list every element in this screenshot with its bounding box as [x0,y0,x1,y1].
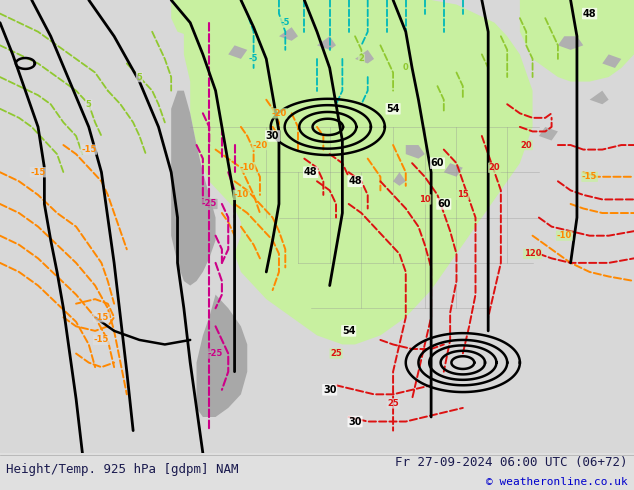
Polygon shape [197,294,247,417]
Text: -25: -25 [202,199,217,208]
Text: Fr 27-09-2024 06:00 UTC (06+72): Fr 27-09-2024 06:00 UTC (06+72) [395,456,628,469]
Polygon shape [355,50,374,64]
Text: 20: 20 [489,163,500,172]
Polygon shape [590,91,609,104]
Text: 30: 30 [323,385,337,395]
Text: 20: 20 [521,141,532,149]
Polygon shape [602,54,621,68]
Text: © weatheronline.co.uk: © weatheronline.co.uk [486,477,628,487]
Text: -20: -20 [271,109,287,118]
Text: -15: -15 [81,145,96,154]
Text: 25: 25 [330,349,342,358]
Text: 120: 120 [524,249,541,258]
Text: 54: 54 [342,326,356,336]
Text: -20: -20 [252,141,268,149]
Text: -5: -5 [249,54,258,63]
Text: 54: 54 [386,104,400,114]
Text: -15: -15 [94,313,109,322]
Text: 30: 30 [348,416,362,426]
Text: -10: -10 [233,191,249,199]
Polygon shape [539,127,558,141]
Text: 10: 10 [419,195,430,204]
Polygon shape [171,91,216,286]
Text: -10: -10 [240,163,255,172]
Text: 2: 2 [358,54,365,63]
Text: 25: 25 [387,399,399,408]
Polygon shape [171,0,533,344]
Text: 48: 48 [348,176,362,186]
Text: 60: 60 [437,199,451,209]
Text: 48: 48 [583,9,597,19]
Text: 5: 5 [136,73,143,81]
Text: 48: 48 [304,167,318,177]
Polygon shape [520,0,634,82]
Text: 15: 15 [457,191,469,199]
Polygon shape [0,0,634,453]
Polygon shape [558,36,583,50]
Text: -10: -10 [557,231,572,240]
Polygon shape [393,172,406,186]
Text: -15: -15 [30,168,46,177]
Polygon shape [406,145,425,159]
Polygon shape [228,46,247,59]
Text: -15: -15 [582,172,597,181]
Text: -15: -15 [94,336,109,344]
Text: -25: -25 [208,349,223,358]
Text: 60: 60 [430,158,444,168]
Text: 5: 5 [86,100,92,109]
Polygon shape [444,163,463,177]
Text: 30: 30 [266,131,280,141]
Polygon shape [279,27,298,41]
Text: -5: -5 [281,18,290,27]
Polygon shape [171,0,266,36]
Text: 0: 0 [403,64,409,73]
Text: Height/Temp. 925 hPa [gdpm] NAM: Height/Temp. 925 hPa [gdpm] NAM [6,463,239,476]
Polygon shape [317,36,336,50]
Polygon shape [590,9,634,46]
